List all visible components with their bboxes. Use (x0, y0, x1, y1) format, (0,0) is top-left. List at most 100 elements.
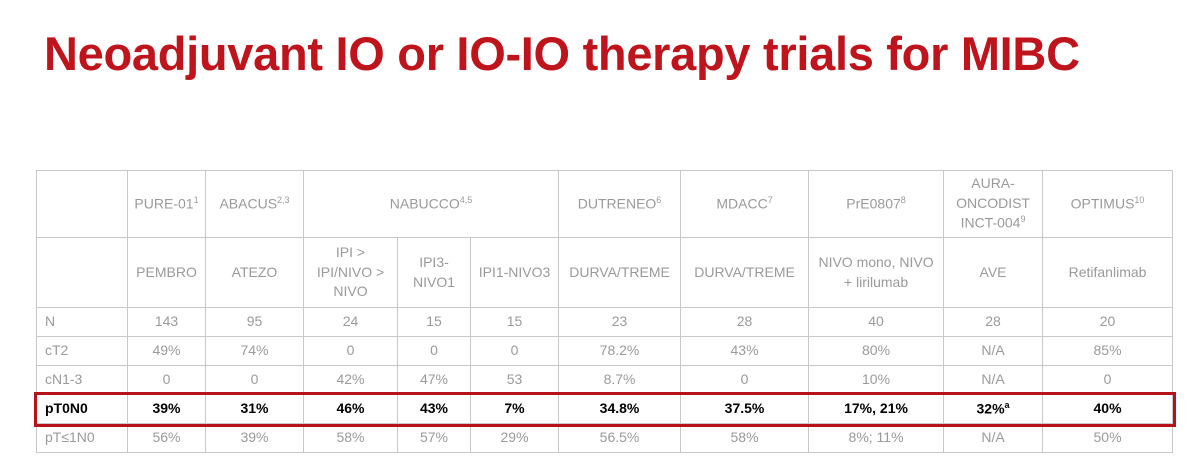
row-label: N (36, 307, 128, 337)
cell: 0 (303, 336, 398, 366)
arm-header: PEMBRO (127, 237, 206, 308)
cell: 143 (127, 307, 206, 337)
cell: 29% (469, 423, 560, 453)
cell: 58% (680, 423, 810, 453)
trial-name: OPTIMUS (1070, 195, 1135, 212)
cell: 43% (397, 394, 471, 424)
trial-ref: 2,3 (277, 194, 290, 205)
cell: N/A (943, 423, 1044, 453)
arm-header: AVE (943, 237, 1044, 308)
cell: 56% (127, 423, 206, 453)
trial-name: AURA-ONCODIST INCT-004 (956, 175, 1030, 232)
cell: 23 (558, 307, 682, 337)
cell: 57% (397, 423, 471, 453)
cell: 39% (127, 394, 206, 424)
cell: 85% (1042, 336, 1174, 366)
arm-row: PEMBRO ATEZO IPI > IPI/NIVO > NIVO IPI3-NIV… (36, 237, 1174, 308)
cell: 40 (808, 307, 945, 337)
corner-cell (36, 170, 128, 238)
trial-header: NABUCCO4,5 (302, 170, 560, 238)
cell: 24 (303, 307, 398, 337)
trial-name: ABACUS (219, 195, 278, 212)
cell: 8.7% (558, 365, 682, 395)
arm-header: NIVO mono, NIVO + lirilumab (808, 237, 945, 308)
cell: 46% (303, 394, 398, 424)
cell: N/A (943, 336, 1044, 366)
cell: 0 (205, 365, 304, 395)
trial-ref: 4,5 (459, 194, 473, 205)
cell: 74% (205, 336, 304, 366)
cell: 58% (303, 423, 398, 453)
cell: 43% (680, 336, 810, 366)
row-label: pT≤1N0 (36, 423, 128, 453)
trial-header: OPTIMUS10 (1042, 170, 1174, 238)
arm-header: DURVA/TREME (680, 237, 810, 308)
trial-header: MDACC7 (680, 170, 810, 238)
cell-value: 32% (976, 400, 1005, 417)
cell: 37.5% (680, 394, 810, 424)
cell: 10% (808, 365, 945, 395)
trial-header: PURE-011 (127, 170, 206, 238)
data-row: cN1-3 0 0 42% 47% 53 8.7% 0 10% N/A 0 (36, 365, 1174, 395)
cell: 39% (205, 423, 304, 453)
cell: 42% (303, 365, 398, 395)
cell: 28 (943, 307, 1044, 337)
arm-header: DURVA/TREME (558, 237, 682, 308)
arm-header: IPI > IPI/NIVO > NIVO (303, 237, 398, 308)
cell: 47% (397, 365, 471, 395)
trial-header: DUTRENEO6 (558, 170, 682, 238)
cell: 15 (469, 307, 560, 337)
slide-title: Neoadjuvant IO or IO-IO therapy trials f… (44, 27, 1080, 80)
trial-ref: 10 (1134, 194, 1145, 205)
arm-header: IPI3-NIVO1 (397, 237, 471, 308)
trial-name: DUTRENEO (577, 195, 657, 212)
row-label: cN1-3 (36, 365, 128, 395)
data-row: pT≤1N0 56% 39% 58% 57% 29% 56.5% 58% 8%; 11% N/A 5… (36, 423, 1174, 453)
cell: 78.2% (558, 336, 682, 366)
cell-note: a (1004, 399, 1010, 410)
data-row: pT0N0 39% 31% 46% 43% 7% 34.8% 37.5% 17%, 21% 32%… (36, 394, 1174, 424)
cell: 50% (1042, 423, 1174, 453)
arm-header: IPI1-NIVO3 (469, 237, 560, 308)
cell: 15 (397, 307, 471, 337)
row-label: pT0N0 (36, 394, 128, 424)
trial-name: MDACC (716, 195, 768, 212)
cell: 34.8% (558, 394, 682, 424)
cell: N/A (943, 365, 1044, 395)
cell: 7% (469, 394, 560, 424)
cell: 32%a (943, 394, 1044, 424)
trial-header: PrE08078 (808, 170, 945, 238)
cell: 8%; 11% (808, 423, 945, 453)
cell: 53 (469, 365, 560, 395)
arm-header: Retifanlimab (1042, 237, 1174, 308)
cell: 0 (680, 365, 810, 395)
trial-name: PrE0807 (846, 195, 901, 212)
cell: 20 (1042, 307, 1174, 337)
cell: 40% (1042, 394, 1174, 424)
cell: 0 (1042, 365, 1174, 395)
trial-name: NABUCCO (389, 195, 460, 212)
cell: 31% (205, 394, 304, 424)
trial-name: PURE-01 (134, 195, 194, 212)
trial-header: AURA-ONCODIST INCT-0049 (943, 170, 1044, 238)
trial-ref: 7 (767, 194, 773, 205)
header-row: PURE-011 ABACUS2,3 NABUCCO4,5 DUTRENEO6 MDAC… (36, 170, 1174, 238)
row-label: cT2 (36, 336, 128, 366)
trials-table: PURE-011 ABACUS2,3 NABUCCO4,5 DUTRENEO6 MDAC… (36, 170, 1174, 453)
cell: 0 (469, 336, 560, 366)
data-row: cT2 49% 74% 0 0 0 78.2% 43% 80% N/A 85% (36, 336, 1174, 366)
trial-header: ABACUS2,3 (205, 170, 304, 238)
cell: 17%, 21% (808, 394, 945, 424)
trial-ref: 6 (656, 194, 662, 205)
trial-ref: 1 (193, 194, 199, 205)
cell: 56.5% (558, 423, 682, 453)
arm-header: ATEZO (205, 237, 304, 308)
cell: 95 (205, 307, 304, 337)
cell: 28 (680, 307, 810, 337)
cell: 0 (127, 365, 206, 395)
data-row: N 143 95 24 15 15 23 28 40 28 20 (36, 307, 1174, 337)
corner-cell (36, 237, 128, 308)
trial-ref: 9 (1020, 214, 1026, 225)
cell: 49% (127, 336, 206, 366)
